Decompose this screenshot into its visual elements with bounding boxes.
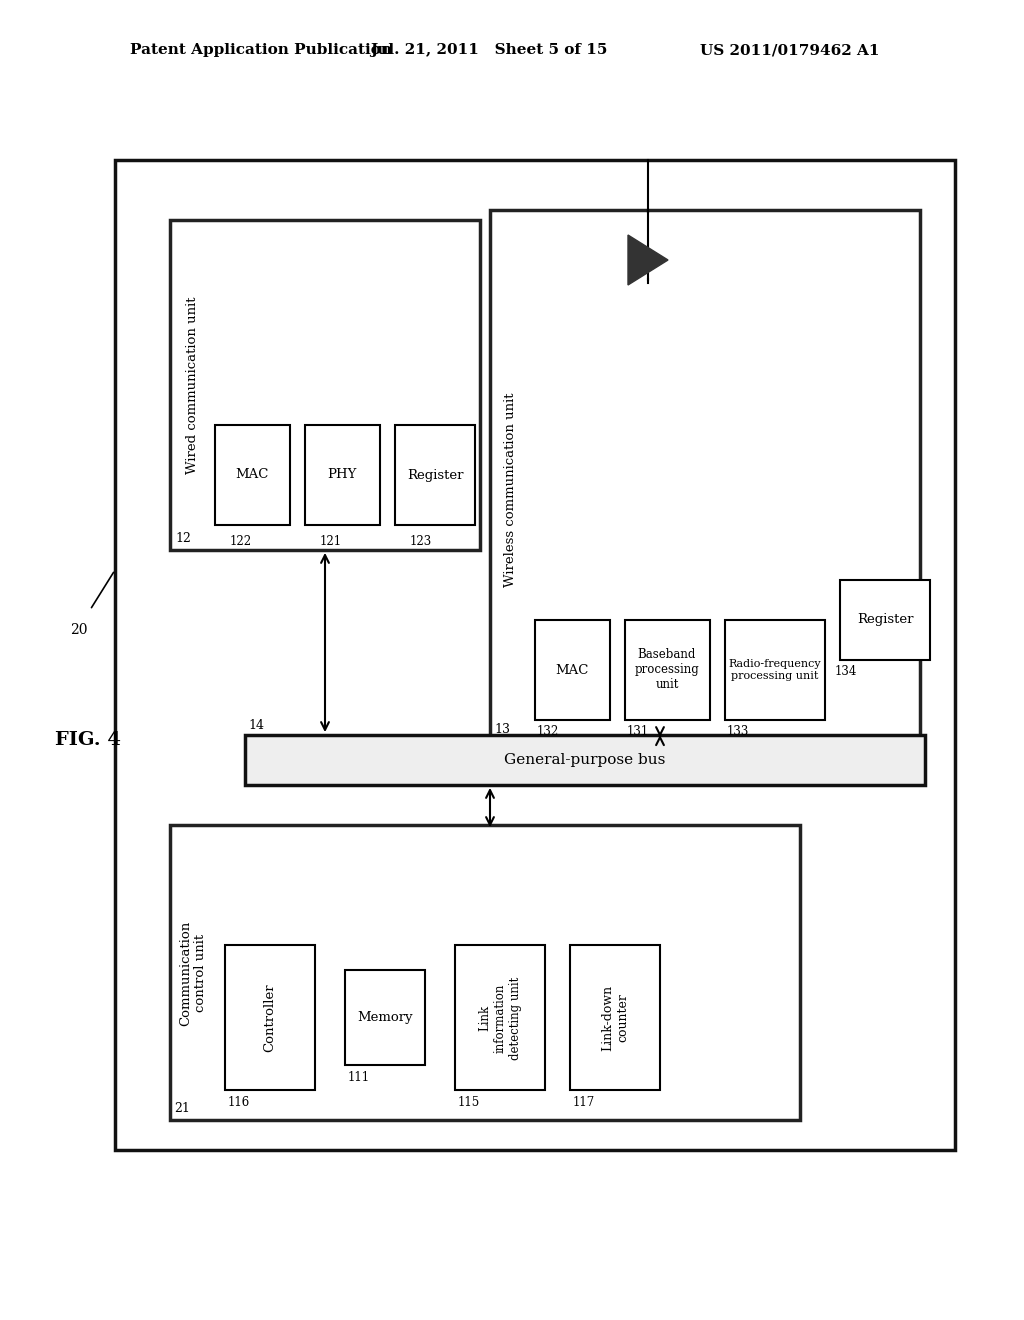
Text: 13: 13: [494, 723, 510, 737]
Text: 121: 121: [319, 535, 342, 548]
Text: 134: 134: [835, 665, 857, 678]
Text: Register: Register: [857, 614, 913, 627]
Text: 123: 123: [410, 535, 432, 548]
Text: Baseband
processing
unit: Baseband processing unit: [635, 648, 699, 692]
Text: 20: 20: [71, 623, 88, 638]
Text: Controller: Controller: [263, 983, 276, 1052]
Text: 133: 133: [727, 725, 750, 738]
Text: 122: 122: [230, 535, 252, 548]
Bar: [455, 945, 545, 1090]
Text: 115: 115: [458, 1096, 480, 1109]
Bar: [395, 425, 475, 525]
Bar: [570, 945, 660, 1090]
Text: MAC: MAC: [555, 664, 589, 676]
Bar: [225, 945, 315, 1090]
Text: FIG. 4: FIG. 4: [55, 731, 121, 748]
Text: Memory: Memory: [357, 1011, 413, 1024]
Text: 132: 132: [537, 725, 559, 738]
Text: Jul. 21, 2011   Sheet 5 of 15: Jul. 21, 2011 Sheet 5 of 15: [370, 44, 607, 57]
Text: Radio-frequency
processing unit: Radio-frequency processing unit: [729, 659, 821, 681]
Bar: [305, 425, 380, 525]
Bar: [170, 220, 480, 550]
Text: Communication
control unit: Communication control unit: [179, 920, 207, 1026]
Polygon shape: [628, 235, 668, 285]
Text: General-purpose bus: General-purpose bus: [504, 752, 666, 767]
Text: Wired communication unit: Wired communication unit: [185, 296, 199, 474]
Text: 14: 14: [248, 719, 264, 733]
Text: 12: 12: [175, 532, 190, 545]
Text: PHY: PHY: [328, 469, 356, 482]
Bar: [345, 970, 425, 1065]
Bar: [625, 620, 710, 719]
Text: Wireless communication unit: Wireless communication unit: [504, 393, 516, 587]
Text: US 2011/0179462 A1: US 2011/0179462 A1: [700, 44, 880, 57]
Text: 117: 117: [573, 1096, 595, 1109]
Bar: [840, 579, 930, 660]
Bar: [490, 210, 920, 741]
Bar: [115, 160, 955, 1150]
Bar: [245, 735, 925, 785]
Text: 131: 131: [627, 725, 649, 738]
Bar: [535, 620, 610, 719]
Text: 21: 21: [174, 1102, 189, 1115]
Bar: [725, 620, 825, 719]
Text: MAC: MAC: [236, 469, 268, 482]
Text: Link
information
detecting unit: Link information detecting unit: [478, 977, 521, 1060]
Text: Patent Application Publication: Patent Application Publication: [130, 44, 392, 57]
Text: Register: Register: [407, 469, 463, 482]
Bar: [215, 425, 290, 525]
Bar: [170, 825, 800, 1119]
Text: 111: 111: [348, 1071, 370, 1084]
Text: 116: 116: [228, 1096, 250, 1109]
Text: Link-down
counter: Link-down counter: [601, 985, 629, 1051]
